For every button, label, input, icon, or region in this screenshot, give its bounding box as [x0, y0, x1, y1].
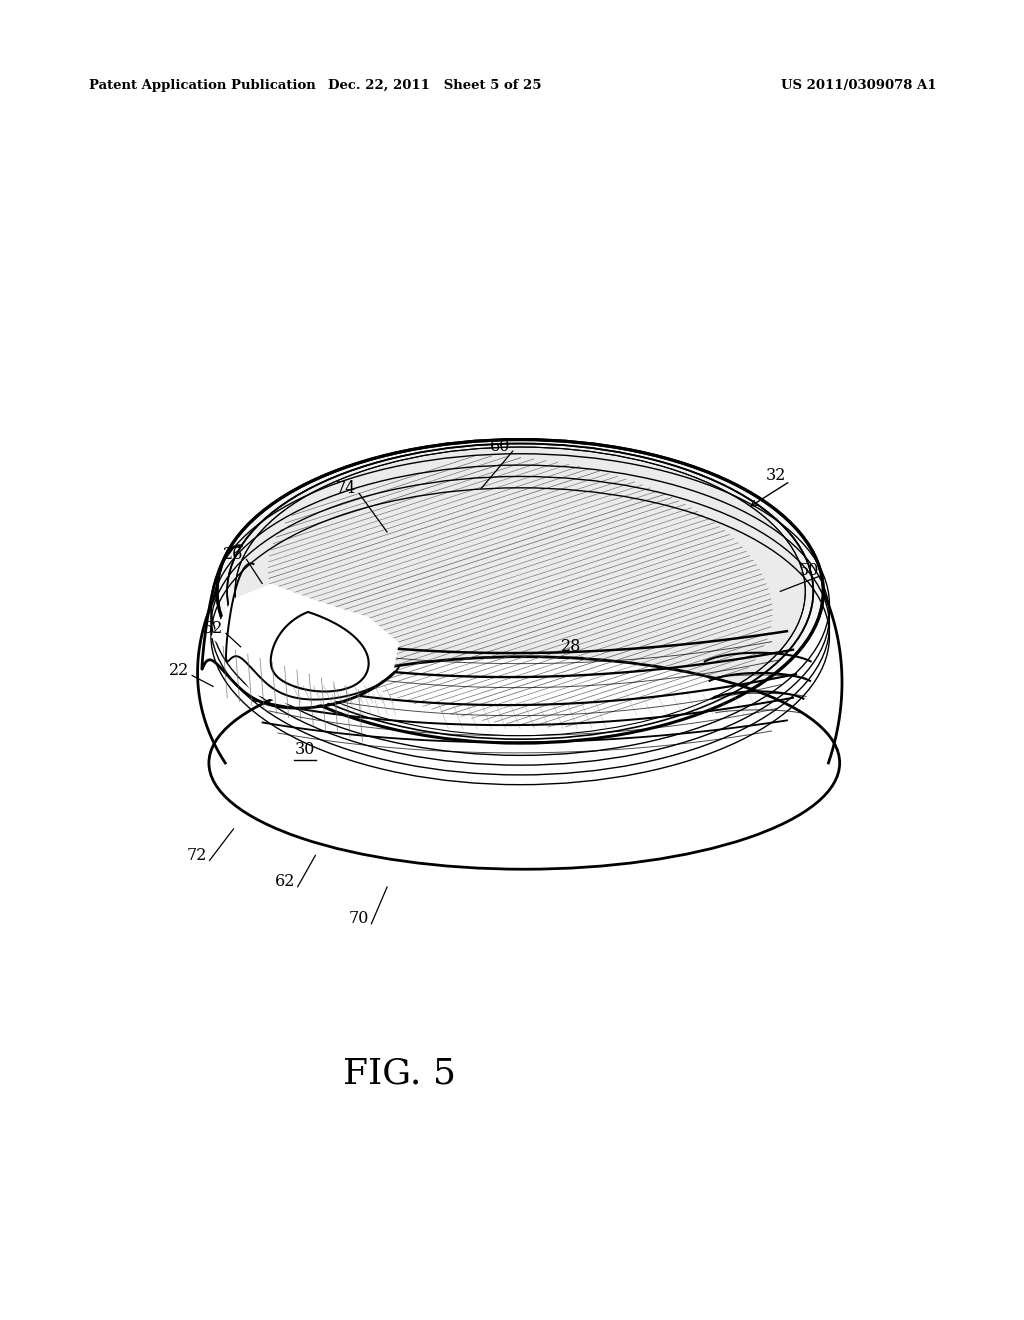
Text: 62: 62 — [274, 874, 295, 890]
Text: 22: 22 — [169, 663, 189, 678]
Polygon shape — [270, 612, 369, 692]
Text: 74: 74 — [336, 480, 356, 496]
Text: 60: 60 — [489, 438, 510, 454]
Text: 72: 72 — [186, 847, 207, 863]
Text: US 2011/0309078 A1: US 2011/0309078 A1 — [781, 79, 937, 92]
Text: 32: 32 — [766, 467, 786, 483]
Ellipse shape — [227, 444, 813, 739]
Text: 50: 50 — [799, 562, 819, 578]
Text: 28: 28 — [561, 639, 582, 655]
Text: 52: 52 — [203, 620, 223, 636]
Ellipse shape — [217, 440, 823, 743]
Ellipse shape — [209, 657, 840, 870]
Ellipse shape — [236, 447, 805, 735]
Text: Dec. 22, 2011   Sheet 5 of 25: Dec. 22, 2011 Sheet 5 of 25 — [329, 79, 542, 92]
Text: 70: 70 — [348, 911, 369, 927]
Polygon shape — [211, 583, 399, 708]
Text: FIG. 5: FIG. 5 — [343, 1056, 456, 1090]
Text: 26: 26 — [223, 546, 244, 562]
Text: Patent Application Publication: Patent Application Publication — [89, 79, 315, 92]
Text: 30: 30 — [295, 742, 315, 758]
